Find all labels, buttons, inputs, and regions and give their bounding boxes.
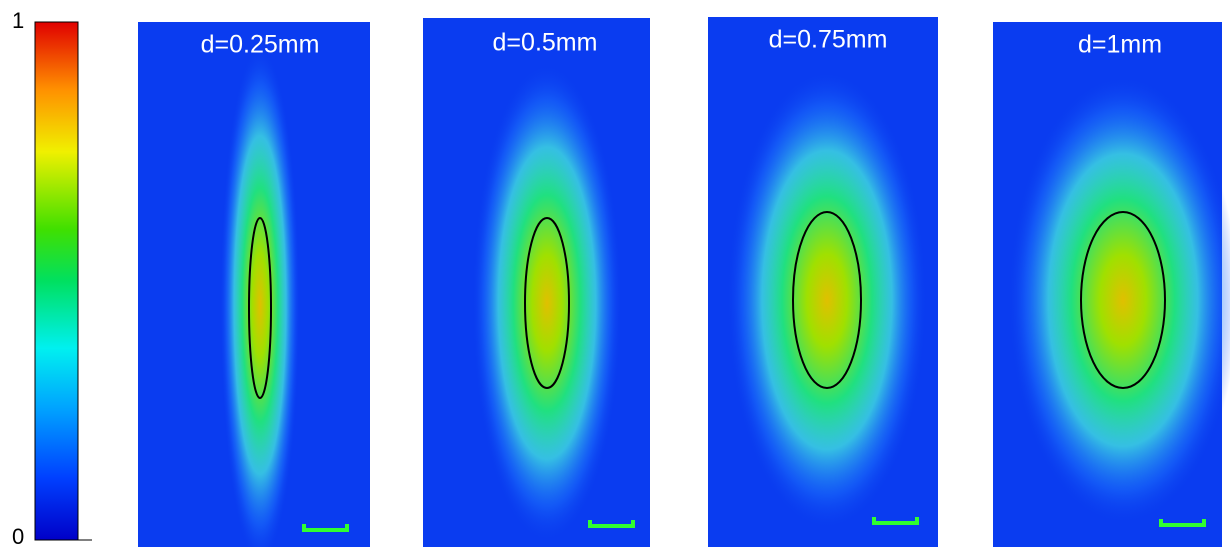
panel-title: d=1mm	[1078, 31, 1162, 59]
intensity-spot	[220, 45, 300, 547]
intensity-spot	[472, 63, 622, 543]
colorbar-min-label: 0	[12, 524, 24, 547]
figure: 1 0 d=0.25mm d=0.5mm d=0.75mm d=1mm	[0, 0, 1230, 547]
panel: d=1mm	[993, 22, 1230, 547]
panel: d=0.75mm	[708, 17, 938, 547]
panel-title: d=0.25mm	[201, 31, 320, 59]
intensity-spot	[727, 70, 927, 530]
panel-title: d=0.75mm	[769, 26, 888, 54]
colorbar-max-label: 1	[12, 8, 24, 33]
colorbar	[35, 22, 78, 540]
panel-title: d=0.5mm	[493, 29, 598, 57]
panel: d=0.5mm	[423, 18, 650, 547]
intensity-spot	[1008, 75, 1230, 525]
panel: d=0.25mm	[138, 22, 370, 547]
